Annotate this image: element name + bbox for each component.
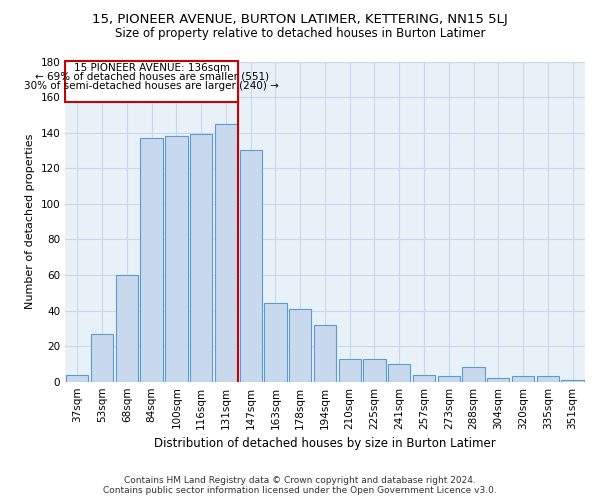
Bar — [289, 309, 311, 382]
Text: 30% of semi-detached houses are larger (240) →: 30% of semi-detached houses are larger (… — [24, 80, 279, 90]
Bar — [463, 368, 485, 382]
Bar — [190, 134, 212, 382]
Text: 15 PIONEER AVENUE: 136sqm: 15 PIONEER AVENUE: 136sqm — [74, 62, 230, 72]
Bar — [239, 150, 262, 382]
Y-axis label: Number of detached properties: Number of detached properties — [25, 134, 35, 310]
Text: 15, PIONEER AVENUE, BURTON LATIMER, KETTERING, NN15 5LJ: 15, PIONEER AVENUE, BURTON LATIMER, KETT… — [92, 12, 508, 26]
Bar — [512, 376, 534, 382]
Bar — [116, 275, 138, 382]
X-axis label: Distribution of detached houses by size in Burton Latimer: Distribution of detached houses by size … — [154, 437, 496, 450]
Bar — [66, 374, 88, 382]
Bar — [215, 124, 237, 382]
Bar — [314, 325, 336, 382]
Bar — [338, 358, 361, 382]
Bar — [562, 380, 584, 382]
Text: Contains HM Land Registry data © Crown copyright and database right 2024.
Contai: Contains HM Land Registry data © Crown c… — [103, 476, 497, 495]
Bar — [140, 138, 163, 382]
Bar — [165, 136, 188, 382]
Bar — [487, 378, 509, 382]
Bar — [65, 62, 238, 102]
Bar — [437, 376, 460, 382]
Bar — [91, 334, 113, 382]
Bar — [388, 364, 410, 382]
Bar — [537, 376, 559, 382]
Bar — [413, 374, 435, 382]
Text: ← 69% of detached houses are smaller (551): ← 69% of detached houses are smaller (55… — [35, 72, 269, 82]
Bar — [364, 358, 386, 382]
Bar — [264, 304, 287, 382]
Text: Size of property relative to detached houses in Burton Latimer: Size of property relative to detached ho… — [115, 28, 485, 40]
